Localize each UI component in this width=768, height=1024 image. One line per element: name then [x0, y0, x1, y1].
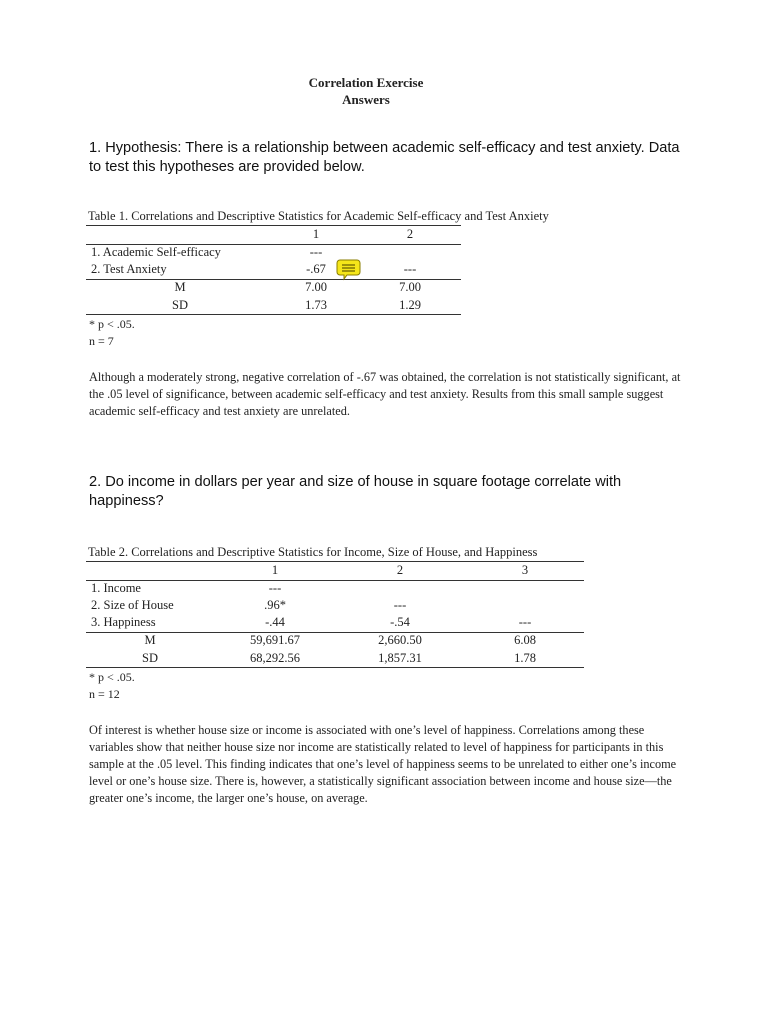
table-rule — [86, 244, 461, 245]
document-subtitle: Answers — [342, 92, 390, 107]
table-rule — [86, 314, 461, 315]
document-title: Correlation Exercise — [308, 75, 424, 90]
table-cell: 6.08 — [514, 633, 536, 647]
table-cell: -.44 — [265, 615, 285, 629]
question-2-paragraph: Of interest is whether house size or inc… — [89, 723, 677, 805]
table-1-note-p: * p < .05. — [89, 317, 135, 331]
row-label: 1. Academic Self-efficacy — [91, 245, 221, 259]
row-label: M — [174, 280, 186, 294]
table-2-note-n: n = 12 — [89, 687, 120, 701]
row-label: SD — [142, 651, 158, 665]
table-1-caption: Table 1. Correlations and Descriptive St… — [88, 209, 549, 223]
row-label: 2. Size of House — [91, 598, 174, 612]
table-rule — [86, 667, 584, 668]
table-cell: 7.00 — [305, 280, 327, 294]
table-cell: 1.29 — [399, 298, 421, 312]
table-2-note-p: * p < .05. — [89, 670, 135, 684]
row-label: M — [144, 633, 156, 647]
column-header: 1 — [271, 563, 279, 577]
table-cell: 1.73 — [305, 298, 327, 312]
table-cell: -.54 — [390, 615, 410, 629]
table-rule — [86, 580, 584, 581]
table-cell: -.67 — [306, 262, 326, 276]
question-2-heading: 2. Do income in dollars per year and siz… — [89, 474, 622, 509]
comment-note-icon[interactable] — [336, 259, 361, 281]
column-header: 2 — [396, 563, 404, 577]
column-header: 1 — [312, 227, 320, 241]
table-rule — [86, 561, 584, 562]
table-1-note-n: n = 7 — [89, 334, 114, 348]
table-2-caption: Table 2. Correlations and Descriptive St… — [88, 545, 538, 559]
table-rule — [86, 279, 461, 280]
row-label: SD — [172, 298, 188, 312]
table-cell: 1,857.31 — [378, 651, 422, 665]
table-cell: --- — [393, 598, 407, 612]
column-header: 3 — [521, 563, 529, 577]
table-cell: --- — [309, 245, 323, 259]
table-cell: 68,292.56 — [250, 651, 300, 665]
row-label: 1. Income — [91, 581, 141, 595]
table-rule — [86, 632, 584, 633]
question-1-heading: 1. Hypothesis: There is a relationship b… — [89, 140, 680, 175]
table-cell: 7.00 — [399, 280, 421, 294]
row-label: 2. Test Anxiety — [91, 262, 167, 276]
table-cell: 1.78 — [514, 651, 536, 665]
table-cell: .96* — [264, 598, 286, 612]
table-cell: --- — [403, 262, 417, 276]
column-header: 2 — [406, 227, 414, 241]
question-1-paragraph: Although a moderately strong, negative c… — [89, 370, 681, 418]
table-cell: --- — [518, 615, 532, 629]
table-rule — [86, 225, 461, 226]
row-label: 3. Happiness — [91, 615, 156, 629]
table-cell: 2,660.50 — [378, 633, 422, 647]
table-cell: 59,691.67 — [250, 633, 300, 647]
table-cell: --- — [268, 581, 282, 595]
